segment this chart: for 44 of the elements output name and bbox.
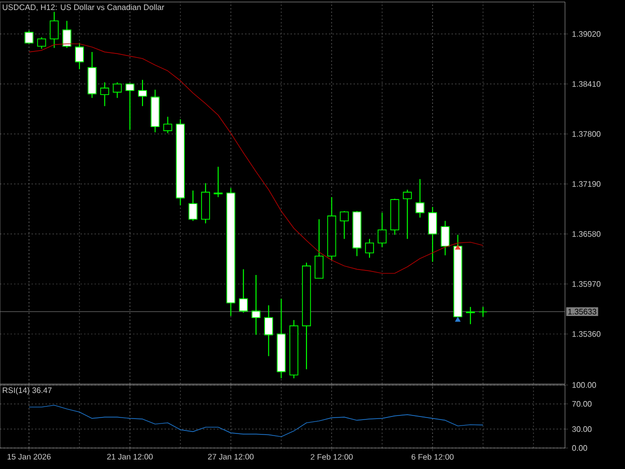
x-tick-label: 15 Jan 2026: [8, 454, 51, 460]
y-tick-label: 70.00: [572, 401, 592, 407]
candlestick: [100, 82, 110, 107]
candlestick: [264, 304, 274, 357]
candlestick: [340, 210, 349, 240]
candlestick: [428, 206, 438, 262]
ref-line-label: 1.35633: [568, 308, 596, 314]
y-tick-label: 100.00: [572, 382, 596, 388]
candlestick: [402, 189, 412, 240]
candlestick: [252, 274, 260, 336]
candlestick: [466, 306, 475, 325]
candlestick: [440, 220, 450, 256]
candlestick: [37, 36, 46, 50]
chart-title: USDCAD, H12: US Dollar vs Canadian Dollar: [2, 4, 164, 12]
candlestick: [238, 268, 248, 314]
candlestick: [112, 82, 122, 98]
y-tick-label: 1.38410: [572, 81, 600, 87]
y-tick-label: 0.00: [572, 445, 588, 451]
y-tick-label: 1.36580: [572, 231, 600, 237]
y-tick-label: 1.35970: [572, 281, 600, 287]
y-tick-label: 1.39020: [572, 31, 600, 37]
candlestick: [214, 166, 223, 198]
x-tick-label: 27 Jan 12:00: [208, 454, 254, 460]
y-tick-label: 30.00: [572, 426, 592, 432]
candlestick: [188, 190, 198, 222]
candlestick: [50, 11, 59, 48]
candlestick: [378, 212, 387, 248]
candlestick: [365, 238, 374, 258]
y-tick-label: 1.37800: [572, 131, 600, 137]
x-tick-label: 6 Feb 12:00: [412, 454, 454, 460]
candlestick: [75, 42, 84, 70]
candlestick: [416, 178, 424, 218]
candlestick: [163, 116, 172, 134]
candlestick: [138, 79, 147, 107]
x-tick-label: 2 Feb 12:00: [310, 454, 353, 460]
candlestick: [24, 30, 34, 44]
candlestick: [62, 20, 72, 48]
y-tick-label: 1.35360: [572, 331, 600, 337]
candlestick: [125, 82, 134, 130]
x-tick-label: 21 Jan 12:00: [107, 454, 153, 460]
y-tick-label: 1.37190: [572, 181, 600, 187]
chart-title: RSI(14) 36.47: [2, 387, 52, 395]
candlestick: [314, 218, 324, 279]
candlestick: [478, 306, 488, 318]
